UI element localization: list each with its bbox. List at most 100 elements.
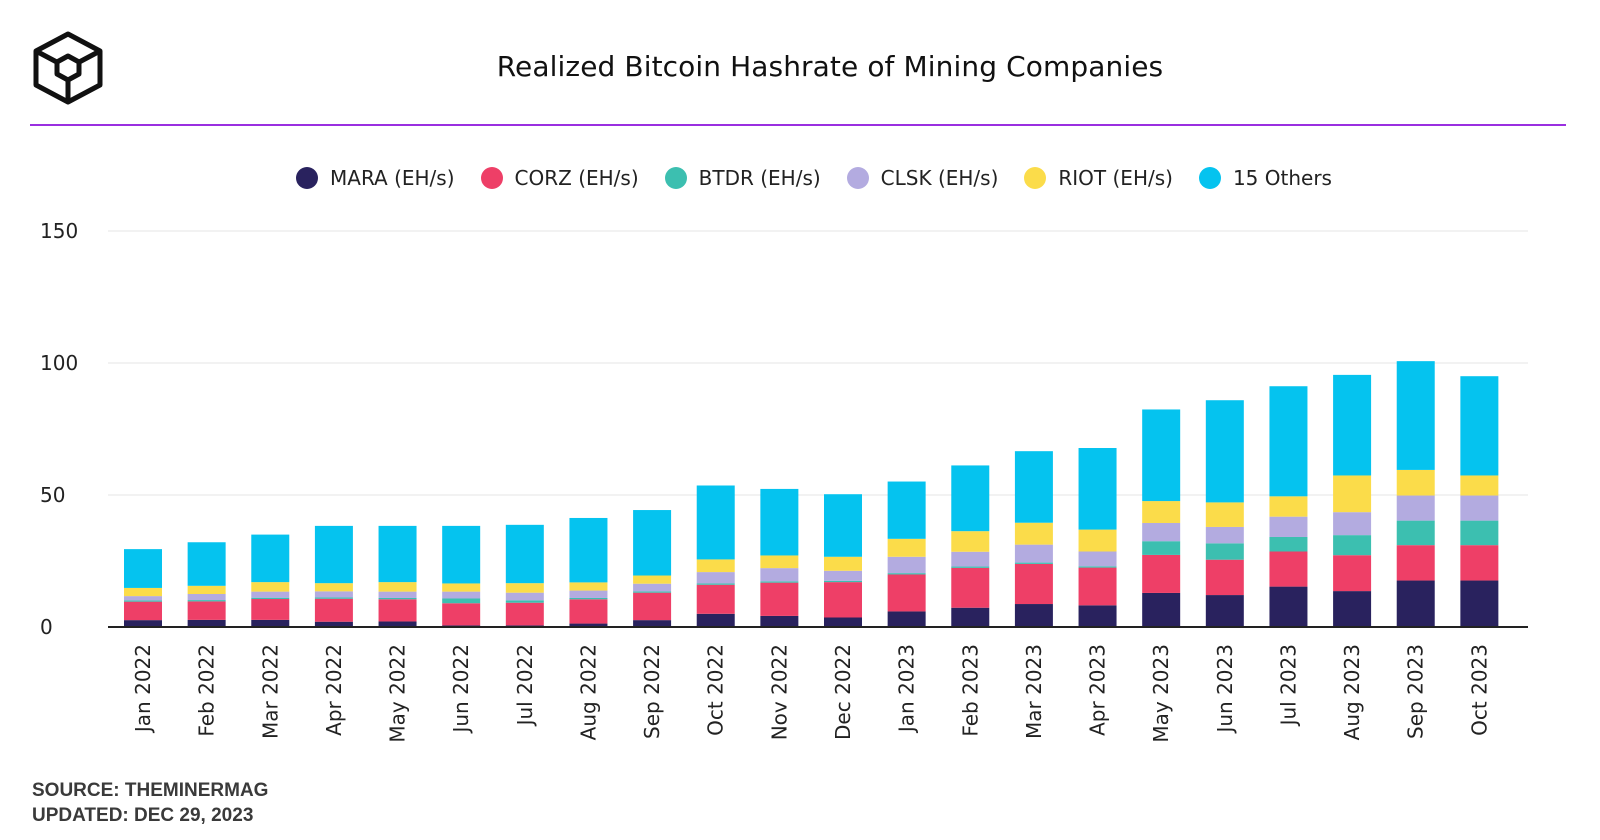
bar-segment-btdr[interactable] <box>887 573 926 575</box>
legend-item[interactable]: 15 Others <box>1198 166 1332 190</box>
bar-segment-clsk[interactable] <box>1460 495 1499 521</box>
bar-segment-corz[interactable] <box>951 567 990 608</box>
bar-segment-corz[interactable] <box>187 601 226 620</box>
bar-segment-corz[interactable] <box>314 598 353 622</box>
bar-segment-riot[interactable] <box>505 583 544 593</box>
bar-segment-mara[interactable] <box>1014 604 1053 627</box>
bar-segment-btdr[interactable] <box>505 600 544 603</box>
bar-segment-btdr[interactable] <box>1396 520 1435 546</box>
bar-segment-corz[interactable] <box>378 599 417 622</box>
bar-segment-riot[interactable] <box>824 556 862 571</box>
bar-segment-15[interactable] <box>1078 448 1117 530</box>
bar-segment-corz[interactable] <box>251 599 290 620</box>
bar-segment-mara[interactable] <box>569 623 608 627</box>
bar-segment-btdr[interactable] <box>569 597 608 600</box>
bar-segment-corz[interactable] <box>1205 559 1244 596</box>
bar-segment-corz[interactable] <box>1396 545 1435 581</box>
bar-segment-btdr[interactable] <box>633 591 672 593</box>
bar-segment-corz[interactable] <box>505 602 544 626</box>
bar-segment-riot[interactable] <box>760 555 799 569</box>
bar-segment-mara[interactable] <box>633 620 672 627</box>
bar-segment-riot[interactable] <box>1205 502 1244 527</box>
legend-item[interactable]: CORZ (EH/s) <box>480 166 639 190</box>
bar-segment-corz[interactable] <box>1269 551 1308 587</box>
bar-segment-clsk[interactable] <box>1396 495 1435 521</box>
bar-segment-riot[interactable] <box>124 587 162 597</box>
bar-segment-riot[interactable] <box>1333 475 1372 513</box>
legend-item[interactable]: CLSK (EH/s) <box>846 166 998 190</box>
bar-segment-corz[interactable] <box>569 599 608 624</box>
bar-segment-corz[interactable] <box>887 574 926 612</box>
bar-segment-clsk[interactable] <box>505 592 544 601</box>
bar-segment-corz[interactable] <box>124 601 162 621</box>
bar-segment-btdr[interactable] <box>824 580 862 583</box>
bar-segment-15[interactable] <box>569 517 608 583</box>
bar-segment-btdr[interactable] <box>187 600 226 602</box>
bar-segment-btdr[interactable] <box>314 597 353 599</box>
bar-segment-15[interactable] <box>1333 374 1372 476</box>
bar-segment-15[interactable] <box>124 549 162 588</box>
bar-segment-15[interactable] <box>824 494 862 557</box>
bar-segment-riot[interactable] <box>1269 496 1308 517</box>
bar-segment-mara[interactable] <box>1078 605 1117 627</box>
bar-segment-riot[interactable] <box>187 585 226 594</box>
bar-segment-corz[interactable] <box>1142 554 1181 593</box>
bar-segment-btdr[interactable] <box>251 597 290 600</box>
bar-segment-clsk[interactable] <box>187 594 226 601</box>
bar-segment-15[interactable] <box>887 481 926 539</box>
bar-segment-mara[interactable] <box>951 607 990 627</box>
bar-segment-clsk[interactable] <box>760 568 799 582</box>
bar-segment-15[interactable] <box>505 524 544 584</box>
bar-segment-clsk[interactable] <box>569 590 608 598</box>
bar-segment-corz[interactable] <box>1333 555 1372 592</box>
bar-segment-btdr[interactable] <box>124 600 162 602</box>
bar-segment-mara[interactable] <box>187 619 226 627</box>
bar-segment-mara[interactable] <box>1205 595 1244 627</box>
bar-segment-15[interactable] <box>442 525 481 584</box>
bar-segment-btdr[interactable] <box>1205 543 1244 560</box>
bar-segment-riot[interactable] <box>314 583 353 592</box>
bar-segment-btdr[interactable] <box>1078 566 1117 568</box>
bar-segment-btdr[interactable] <box>1142 541 1181 555</box>
bar-segment-15[interactable] <box>633 510 672 576</box>
bar-segment-mara[interactable] <box>760 615 799 627</box>
bar-segment-riot[interactable] <box>696 559 735 573</box>
bar-segment-btdr[interactable] <box>1269 536 1308 552</box>
bar-segment-clsk[interactable] <box>1014 544 1053 563</box>
bar-segment-riot[interactable] <box>1460 475 1499 496</box>
bar-segment-15[interactable] <box>251 534 290 583</box>
bar-segment-clsk[interactable] <box>696 572 735 584</box>
bar-segment-mara[interactable] <box>378 621 417 627</box>
bar-segment-riot[interactable] <box>633 575 672 584</box>
bar-segment-clsk[interactable] <box>1205 526 1244 544</box>
bar-segment-15[interactable] <box>1460 376 1499 476</box>
bar-segment-clsk[interactable] <box>378 591 417 598</box>
bar-segment-clsk[interactable] <box>824 570 862 581</box>
bar-segment-15[interactable] <box>696 485 735 560</box>
bar-segment-riot[interactable] <box>1014 522 1053 545</box>
bar-segment-btdr[interactable] <box>951 566 990 568</box>
bar-segment-mara[interactable] <box>1142 592 1181 627</box>
bar-segment-mara[interactable] <box>887 611 926 627</box>
bar-segment-btdr[interactable] <box>1460 520 1499 546</box>
bar-segment-clsk[interactable] <box>1333 512 1372 536</box>
legend-item[interactable]: RIOT (EH/s) <box>1024 166 1173 190</box>
bar-segment-corz[interactable] <box>1460 545 1499 581</box>
bar-segment-clsk[interactable] <box>1269 516 1308 537</box>
bar-segment-riot[interactable] <box>251 582 290 592</box>
bar-segment-15[interactable] <box>314 525 353 584</box>
bar-segment-15[interactable] <box>1014 451 1053 523</box>
bar-segment-clsk[interactable] <box>314 591 353 598</box>
bar-segment-mara[interactable] <box>1269 586 1308 627</box>
bar-segment-mara[interactable] <box>251 619 290 627</box>
bar-segment-corz[interactable] <box>1078 567 1117 606</box>
bar-segment-btdr[interactable] <box>760 581 799 583</box>
bar-segment-clsk[interactable] <box>442 591 481 599</box>
bar-segment-clsk[interactable] <box>1142 522 1181 542</box>
bar-segment-15[interactable] <box>1142 409 1181 502</box>
bar-segment-corz[interactable] <box>442 603 481 626</box>
bar-segment-mara[interactable] <box>1396 580 1435 627</box>
bar-segment-corz[interactable] <box>696 584 735 614</box>
bar-segment-btdr[interactable] <box>1014 562 1053 564</box>
bar-segment-clsk[interactable] <box>1078 551 1117 567</box>
